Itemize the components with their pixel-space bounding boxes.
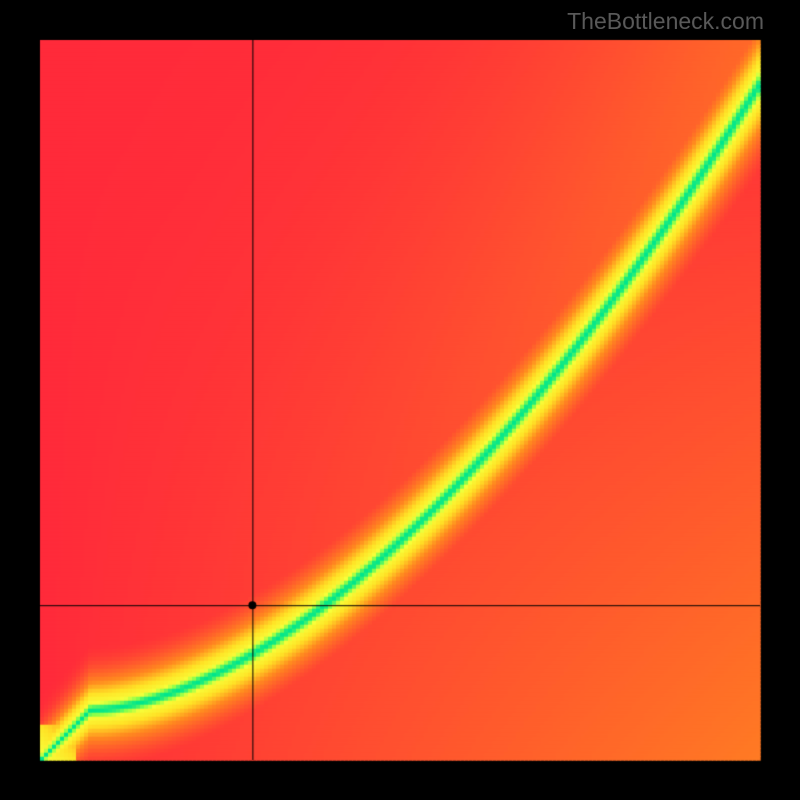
- bottleneck-heatmap: [0, 0, 800, 800]
- watermark-label: TheBottleneck.com: [567, 8, 764, 35]
